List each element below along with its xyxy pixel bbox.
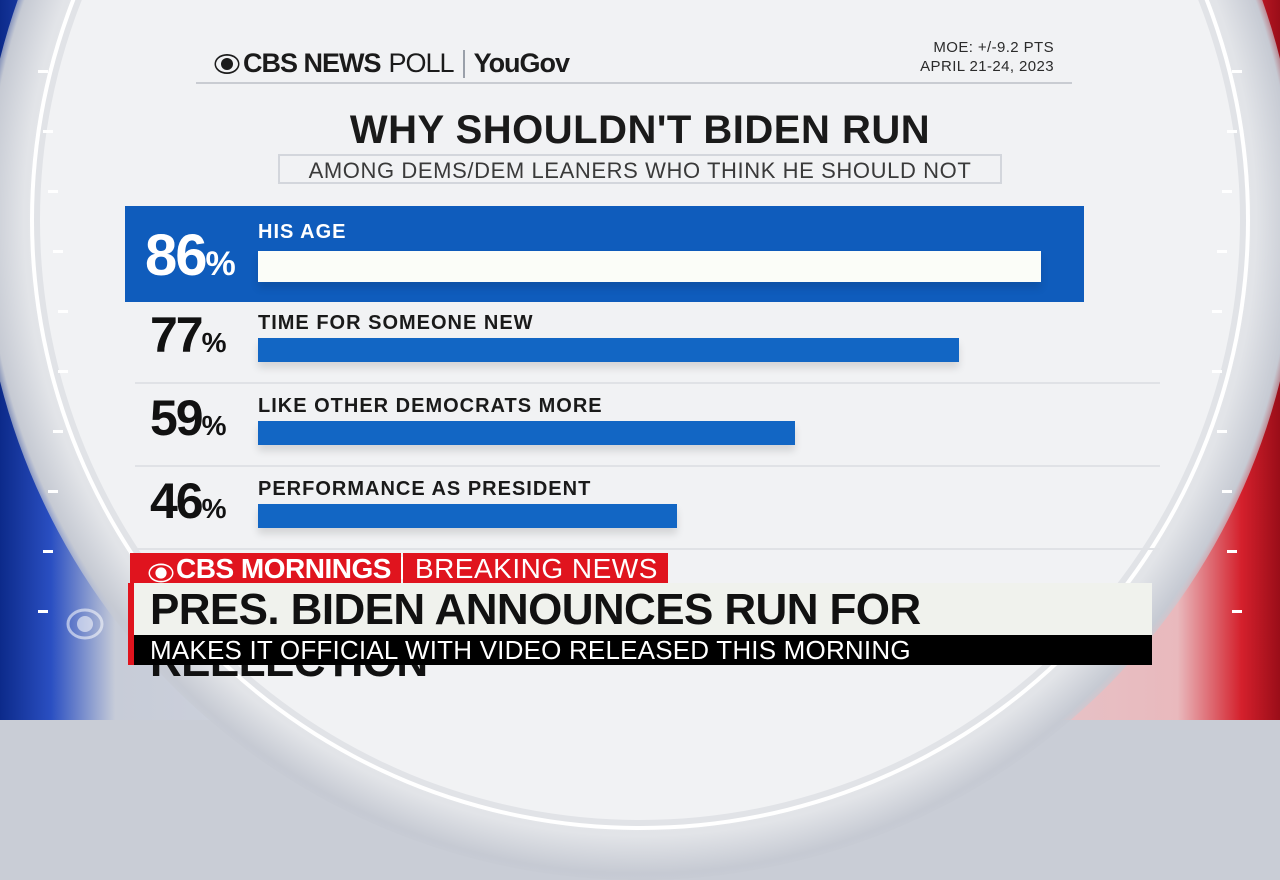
value-unit: % — [201, 410, 227, 441]
cbs-eye-icon — [214, 53, 240, 75]
bar — [258, 251, 1041, 282]
lower-third-top: CBS MORNINGS BREAKING NEWS — [130, 552, 668, 584]
ring-tick — [48, 490, 58, 493]
bar-category-label: TIME FOR SOMEONE NEW — [258, 312, 534, 334]
chart-title: WHY SHOULDN'T BIDEN RUN — [349, 108, 931, 152]
ring-tick — [1231, 70, 1242, 73]
ring-tick — [1217, 430, 1228, 433]
ring-tick — [43, 550, 54, 553]
cbs-eye-icon — [148, 558, 174, 583]
bar-value-label: 59% — [150, 389, 227, 447]
ring-tick — [57, 310, 68, 313]
ring-tick — [1212, 370, 1223, 373]
bar-chart: 86% HIS AGE 77% TIME FOR SOMEONE NEW 59% LIKE… — [125, 206, 1160, 550]
ring-tick — [1217, 250, 1228, 253]
chart-subtitle: AMONG DEMS/DEM LEANERS WHO THINK HE SHOU… — [278, 154, 1002, 184]
value-unit: % — [201, 327, 227, 358]
bar — [258, 338, 959, 362]
brand-suffix: POLL — [388, 48, 455, 78]
ring-tick — [1212, 310, 1223, 313]
brand-name: CBS NEWS — [243, 48, 382, 78]
value-unit: % — [205, 245, 236, 283]
lower-third-headline-bar: PRES. BIDEN ANNOUNCES RUN FOR REELECTION — [128, 583, 1152, 686]
row-separator — [135, 465, 1160, 467]
ring-tick — [48, 190, 58, 193]
show-name: CBS MORNINGS — [176, 552, 391, 584]
value-unit: % — [201, 493, 227, 524]
show-badge: CBS MORNINGS — [130, 552, 401, 584]
brand-lockup: CBS NEWS POLL YouGov — [214, 48, 571, 79]
ring-tick — [1222, 490, 1232, 493]
margin-of-error: MOE: +/-9.2 PTS — [933, 39, 1054, 56]
bar-category-label: HIS AGE — [258, 221, 347, 243]
bar-value-label: 46% — [150, 472, 227, 530]
ring-tick — [52, 250, 63, 253]
ring-tick — [52, 430, 63, 433]
value-number: 59 — [150, 390, 204, 446]
brand-divider — [462, 49, 465, 78]
lower-third-sub-bar: MAKES IT OFFICIAL WITH VIDEO RELEASED TH… — [128, 635, 1152, 665]
breaking-news-tag: BREAKING NEWS — [402, 553, 668, 584]
bar-category-label: LIKE OTHER DEMOCRATS MORE — [258, 395, 603, 417]
ring-tick — [38, 70, 49, 73]
bar-value-label: 77% — [150, 306, 227, 364]
row-separator — [135, 382, 1160, 384]
bar — [258, 504, 677, 528]
ring-tick — [1226, 550, 1237, 553]
bar-category-label: PERFORMANCE AS PRESIDENT — [258, 478, 592, 500]
bar-value-label: 86% — [145, 222, 236, 289]
ring-tick — [38, 610, 49, 613]
value-number: 86 — [145, 223, 207, 288]
row-separator — [135, 548, 1160, 550]
cbs-eye-icon — [66, 607, 104, 641]
ring-tick — [57, 370, 68, 373]
poll-metadata: MOE: +/-9.2 PTS APRIL 21-24, 2023 — [920, 38, 1054, 76]
ring-tick — [1222, 190, 1232, 193]
ring-tick — [43, 130, 54, 133]
ring-tick — [1231, 610, 1242, 613]
value-number: 46 — [150, 473, 204, 529]
bar — [258, 421, 795, 445]
poll-dates: APRIL 21-24, 2023 — [920, 58, 1054, 75]
poll-header: CBS NEWS POLL YouGov MOE: +/-9.2 PTS APR… — [196, 38, 1072, 84]
subheadline: MAKES IT OFFICIAL WITH VIDEO RELEASED TH… — [150, 635, 911, 665]
ring-tick — [1226, 130, 1237, 133]
lower-third-divider — [400, 557, 403, 579]
partner-name: YouGov — [473, 48, 571, 78]
value-number: 77 — [150, 307, 204, 363]
